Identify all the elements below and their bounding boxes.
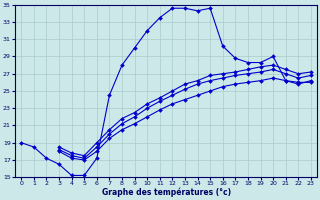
X-axis label: Graphe des températures (°c): Graphe des températures (°c) bbox=[101, 188, 231, 197]
